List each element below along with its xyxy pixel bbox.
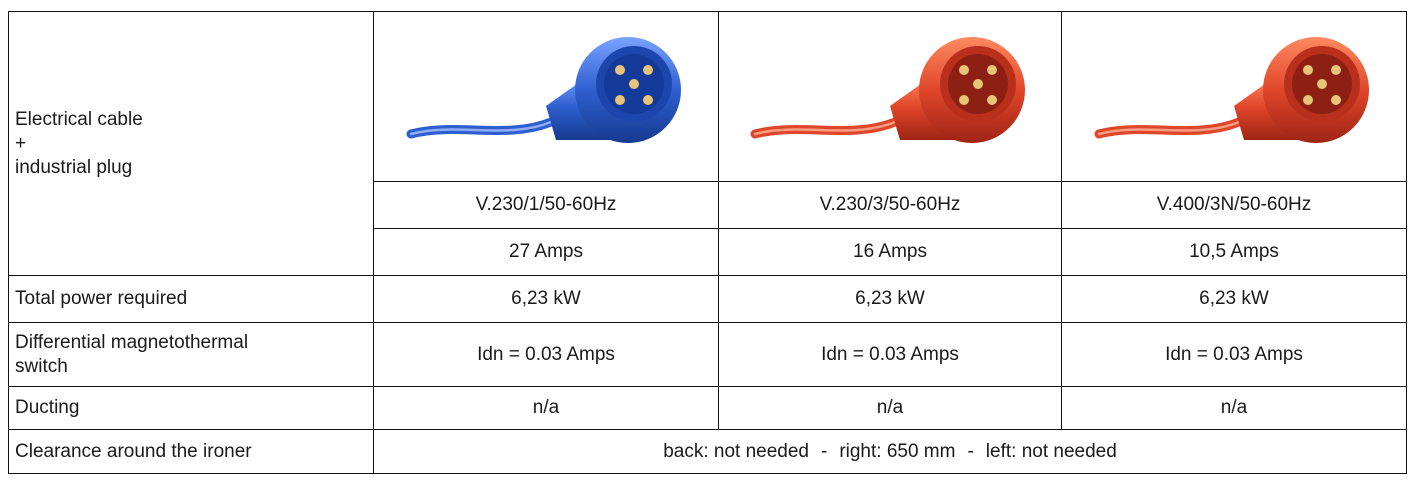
row-label-switch: Differential magnetothermal switch: [8, 322, 374, 387]
row-label-ducting: Ducting: [8, 386, 374, 430]
clearance-right: right: 650 mm: [839, 440, 956, 462]
clearance-separator: -: [967, 440, 974, 462]
label-line: Electrical cable: [15, 108, 143, 130]
amps-cell: 10,5 Amps: [1061, 228, 1407, 276]
table-row: V.230/1/50-60Hz V.230/3/50-60Hz V.400/3N…: [9, 181, 1407, 229]
power-cell: 6,23 kW: [373, 275, 719, 323]
blue-industrial-plug-icon: [406, 36, 681, 143]
plug-cell: [718, 11, 1062, 182]
red-industrial-plug-icon: [1094, 36, 1369, 143]
label-line: Differential magnetothermal: [15, 331, 249, 353]
voltage-cell: V.230/1/50-60Hz: [373, 181, 719, 229]
row-label-clearance: Clearance around the ironer: [8, 429, 374, 474]
plug-cell: [373, 11, 719, 182]
table-row: Clearance around the ironer back: not ne…: [8, 429, 1407, 474]
electrical-spec-table: Electrical cable + industrial plug: [8, 11, 1407, 474]
table-row: Ducting n/a n/a n/a: [8, 386, 1407, 430]
row-label-power: Total power required: [8, 275, 374, 323]
clearance-cell: back: not needed - right: 650 mm - left: not…: [373, 429, 1407, 474]
plug-cell: [1061, 11, 1407, 182]
voltage-cell: V.400/3N/50-60Hz: [1061, 181, 1407, 229]
table-row: Differential magnetothermal switch Idn =…: [8, 322, 1407, 387]
red-industrial-plug-icon: [750, 36, 1025, 143]
table-row: Electrical cable + industrial plug: [8, 11, 1407, 276]
switch-cell: Idn = 0.03 Amps: [1061, 322, 1407, 387]
label-line: +: [15, 132, 27, 154]
clearance-left: left: not needed: [985, 440, 1117, 462]
label-line: switch: [15, 355, 68, 377]
clearance-separator: -: [820, 440, 828, 462]
clearance-back: back: not needed: [663, 440, 809, 462]
switch-cell: Idn = 0.03 Amps: [718, 322, 1062, 387]
table-row: 27 Amps 16 Amps 10,5 Amps: [9, 228, 1407, 276]
switch-cell: Idn = 0.03 Amps: [373, 322, 719, 387]
table-row: Total power required 6,23 kW 6,23 kW 6,2…: [8, 275, 1407, 323]
voltage-cell: V.230/3/50-60Hz: [718, 181, 1062, 229]
ducting-cell: n/a: [373, 386, 719, 430]
amps-cell: 27 Amps: [373, 228, 719, 276]
label-line: industrial plug: [15, 156, 133, 178]
amps-cell: 16 Amps: [718, 228, 1062, 276]
ducting-cell: n/a: [1061, 386, 1407, 430]
ducting-cell: n/a: [718, 386, 1062, 430]
power-cell: 6,23 kW: [1061, 275, 1407, 323]
power-cell: 6,23 kW: [718, 275, 1062, 323]
row-label-cable: Electrical cable + industrial plug: [8, 11, 374, 276]
